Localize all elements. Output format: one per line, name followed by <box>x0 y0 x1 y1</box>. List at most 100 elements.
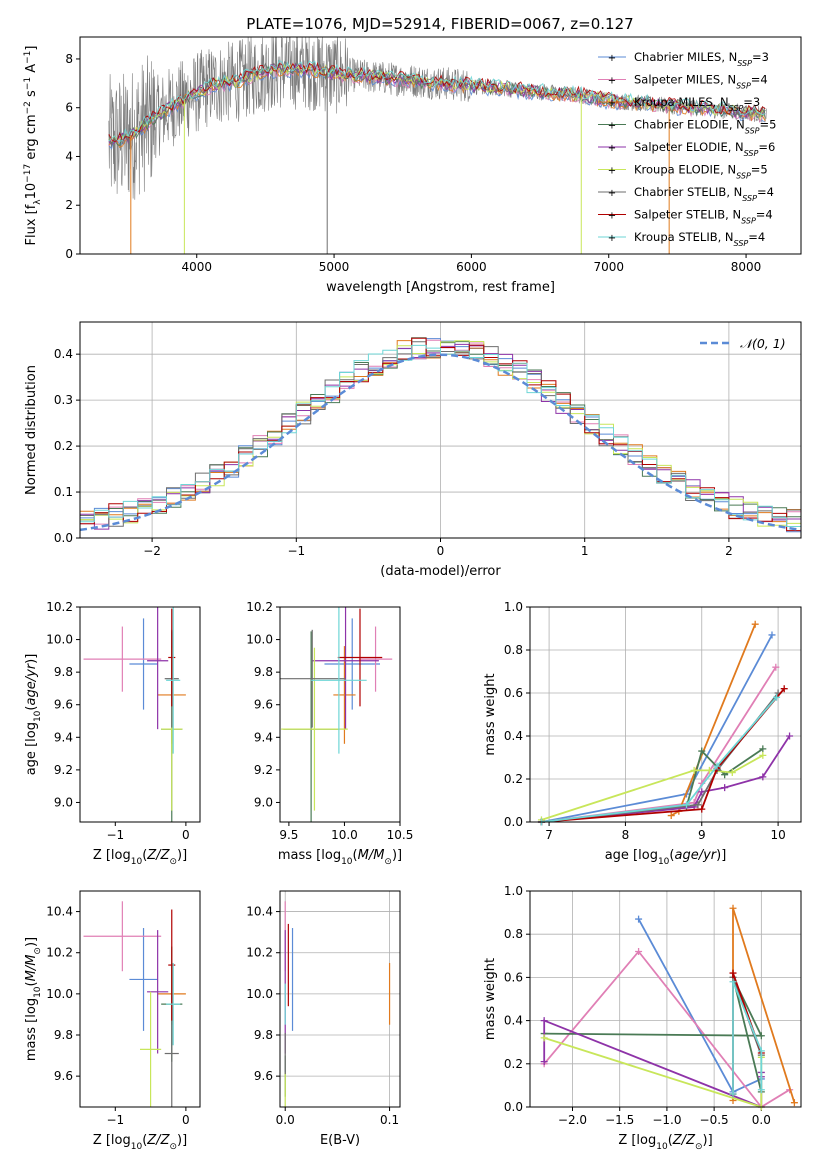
legend-text: =3 <box>752 50 769 64</box>
legend-text: =4 <box>756 208 773 222</box>
label-part: Z [log <box>93 1133 131 1148</box>
model-spectrum-line <box>108 60 766 148</box>
y-tick-label: 9.8 <box>254 665 273 679</box>
x-axis-label: wavelength [Angstrom, rest frame] <box>326 280 555 295</box>
label-part: ] <box>24 46 39 51</box>
label-part: Normed distribution <box>24 365 39 495</box>
legend-text: Kroupa MILES, N <box>634 95 729 109</box>
y-tick-label: 0.4 <box>54 347 73 361</box>
gaussian-line <box>79 353 802 532</box>
y-tick-label: 9.2 <box>54 763 73 777</box>
label-part: ( <box>24 706 39 711</box>
x-tick-label: −1 <box>287 544 305 558</box>
label-part: mass [log <box>24 998 39 1061</box>
legend-text: =4 <box>748 230 765 244</box>
x-tick-label: 8000 <box>731 260 762 274</box>
label-part: E(B-V) <box>320 1133 360 1148</box>
weight-point <box>759 751 767 759</box>
label-part: ⊙ <box>169 1142 177 1152</box>
legend-label: Kroupa ELODIE, NSSP=5 <box>634 163 768 181</box>
x-tick-label: −0.5 <box>700 1113 729 1127</box>
histogram-step-line <box>79 344 801 538</box>
label-part: mass weight <box>483 673 498 755</box>
y-tick-label: 6 <box>65 101 73 115</box>
weight-point <box>757 1047 765 1055</box>
legend-text: =4 <box>751 73 768 87</box>
y-tick-label: 9.6 <box>54 698 73 712</box>
ebv-mass-panel: 0.0 0.1 9.6 9.8 10.0 10.2 10.4 E(B-V) <box>246 890 401 1148</box>
x-axis-label: Z [log10(Z/Z⊙)] <box>93 848 187 867</box>
label-part: 10 <box>341 857 353 867</box>
weight-point <box>728 769 736 777</box>
weight-point <box>705 766 713 774</box>
z-mass-panel: −1 09.69.810.010.210.4Z [log10(Z/Z⊙)]mass… <box>24 890 201 1152</box>
weight-line <box>541 696 778 823</box>
x-tick-label: −1 <box>106 828 124 842</box>
legend-sub: SSP <box>742 194 757 203</box>
y-tick-label: 10.2 <box>46 600 73 614</box>
label-part: ⊙ <box>169 857 177 867</box>
label-part: ( <box>142 1133 147 1148</box>
weight-point <box>768 631 776 639</box>
y-tick-label: 9.8 <box>54 665 73 679</box>
x-tick-label: 9.5 <box>279 828 298 842</box>
y-axis-label: mass weight <box>483 958 498 1040</box>
y-axis-label: mass [log10(M/M⊙)] <box>24 937 43 1061</box>
label-part: ( <box>669 848 674 863</box>
axes-frame <box>79 890 201 1108</box>
legend-label: Kroupa MILES, NSSP=3 <box>634 95 760 113</box>
x-tick-label: 10.0 <box>331 828 358 842</box>
weight-point <box>540 1017 548 1025</box>
label-part: 10 <box>131 1142 143 1152</box>
spectrum-panel: 4000 5000 6000 7000 8000 0 2 4 6 8 wavelength [Ang… <box>23 36 802 295</box>
legend-text: Chabrier STELIB, N <box>634 185 742 199</box>
x-tick-label: 8 <box>622 828 630 842</box>
label-part: −1 <box>23 51 33 64</box>
legend-text: Salpeter MILES, N <box>634 73 736 87</box>
y-tick-label: 0.8 <box>504 643 523 657</box>
label-part: Z/Z <box>146 1133 170 1148</box>
x-tick-label: 0.1 <box>380 1113 399 1127</box>
x-axis-label: Z [log10(Z/Z⊙)] <box>618 1133 712 1152</box>
axes-frame <box>529 606 802 823</box>
x-tick-label: 2 <box>725 544 733 558</box>
label-part: (data-model)/error <box>380 564 501 579</box>
y-axis-label: Normed distribution <box>24 365 39 495</box>
weight-point <box>698 747 706 755</box>
weight-point <box>540 1058 548 1066</box>
y-tick-label: 9.2 <box>254 763 273 777</box>
weight-line <box>732 981 763 1094</box>
y-tick-label: 0.1 <box>54 485 73 499</box>
weight-point <box>729 1090 737 1098</box>
label-part: )] <box>24 937 39 947</box>
y-tick-label: 0.2 <box>54 439 73 453</box>
x-tick-label: 0 <box>182 1113 190 1127</box>
weight-point <box>729 904 737 912</box>
x-tick-label: 4000 <box>181 260 212 274</box>
weight-point <box>757 1032 765 1040</box>
y-tick-label: 1.0 <box>504 884 523 898</box>
figure-title: PLATE=1076, MJD=52914, FIBERID=0067, z=0… <box>246 15 633 33</box>
weight-point <box>698 805 706 813</box>
legend-text: =6 <box>758 140 775 154</box>
y-tick-label: 0 <box>65 247 73 261</box>
legend-label: Chabrier STELIB, NSSP=4 <box>634 185 774 203</box>
x-tick-label: 7000 <box>593 260 624 274</box>
label-part: ( <box>353 848 358 863</box>
legend-text: =5 <box>751 163 768 177</box>
legend-sub: SSP <box>734 239 749 248</box>
label-part: 10 <box>658 857 670 867</box>
legend-label: Chabrier ELODIE, NSSP=5 <box>634 118 776 136</box>
axes-frame <box>529 890 802 1108</box>
weight-point <box>729 978 737 986</box>
y-tick-label: 10.0 <box>246 987 273 1001</box>
label-part: wavelength [Angstrom, rest frame] <box>326 280 555 295</box>
weight-point <box>721 784 729 792</box>
axes-frame <box>79 606 201 823</box>
histogram-panel: −2 −1 0 1 2 0.0 0.1 0.2 0.3 0.4 (data-model)/error… <box>24 321 802 579</box>
x-tick-label: 0 <box>182 828 190 842</box>
legend-marker: + <box>608 143 616 154</box>
legend-label: Salpeter STELIB, NSSP=4 <box>634 208 773 226</box>
label-part: M/M <box>358 848 385 863</box>
